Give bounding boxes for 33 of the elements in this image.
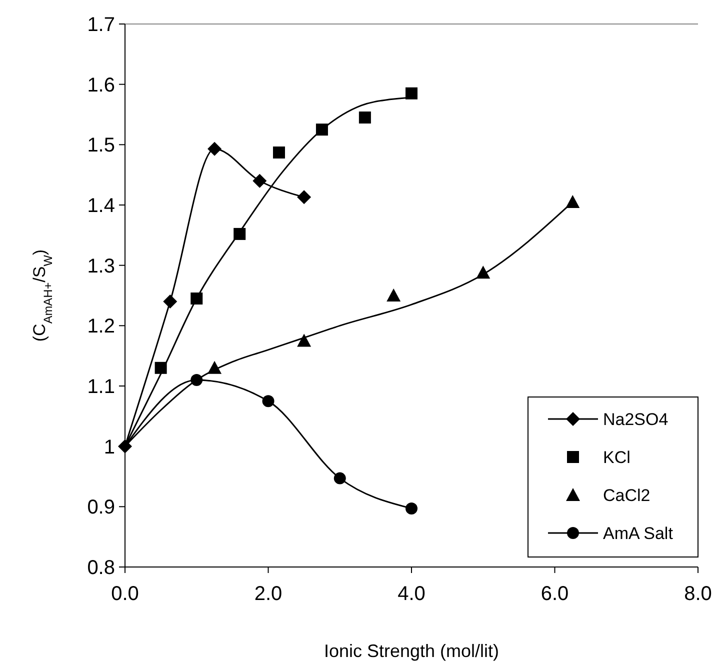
legend-label: AmA Salt xyxy=(603,524,674,543)
y-tick-label: 1.7 xyxy=(87,14,115,36)
point xyxy=(252,174,267,188)
point xyxy=(406,502,418,514)
x-tick-label: 8.0 xyxy=(684,583,712,605)
legend-label: KCl xyxy=(603,448,630,467)
point xyxy=(334,472,346,484)
x-tick-label: 2.0 xyxy=(254,583,282,605)
point xyxy=(118,439,132,454)
y-tick-label: 1.3 xyxy=(87,255,115,278)
y-tick-label: 1.6 xyxy=(87,74,115,96)
point xyxy=(386,288,401,302)
point xyxy=(406,87,418,100)
x-tick-label: 4.0 xyxy=(398,583,426,605)
point xyxy=(208,142,222,156)
y-tick-label: 1.5 xyxy=(87,134,115,157)
x-tick-label: 0.0 xyxy=(111,583,139,605)
y-tick-label: 0.8 xyxy=(87,557,115,579)
legend-label: CaCl2 xyxy=(603,486,650,505)
y-tick-label: 1 xyxy=(104,436,115,458)
point xyxy=(262,395,274,408)
point xyxy=(272,146,285,159)
y-tick-label: 0.9 xyxy=(87,496,115,519)
point xyxy=(297,334,312,347)
x-tick-label: 6.0 xyxy=(540,583,569,605)
point xyxy=(297,190,312,204)
y-tick-label: 1.4 xyxy=(87,195,115,217)
x-axis-title: Ionic Strength (mol/lit) xyxy=(324,641,500,661)
point xyxy=(358,112,371,124)
y-tick-label: 1.1 xyxy=(87,376,115,398)
legend-label: Na2SO4 xyxy=(603,410,668,429)
y-tick-label: 1.2 xyxy=(87,316,115,338)
point xyxy=(163,294,178,309)
